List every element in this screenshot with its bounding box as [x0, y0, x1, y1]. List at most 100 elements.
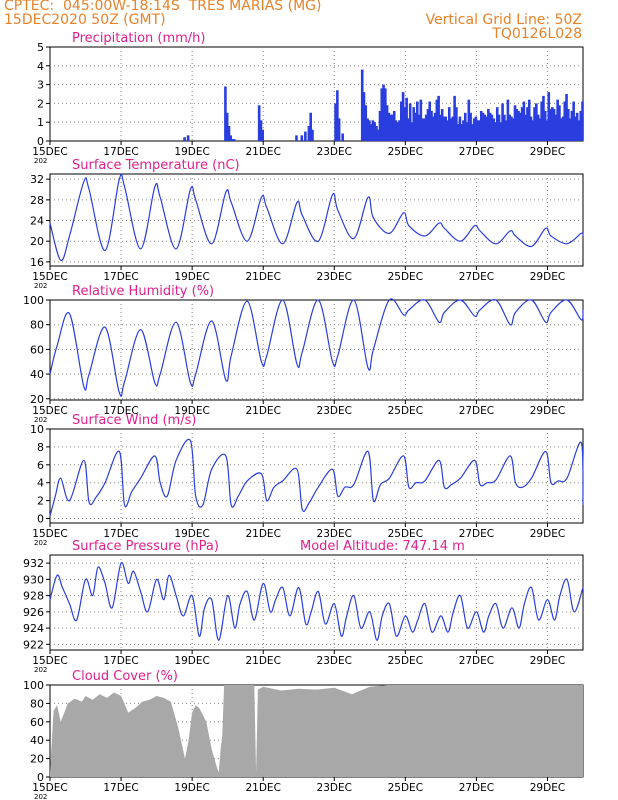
precip-bar	[526, 107, 529, 141]
y-tick-label: 100	[23, 294, 44, 307]
precip-bar	[567, 109, 570, 141]
precip-bar	[488, 112, 492, 141]
panel-title: Surface Pressure (hPa)	[72, 539, 219, 554]
x-tick-label: 23DEC	[317, 271, 352, 283]
x-tick-label: 15DEC	[32, 655, 67, 667]
precip-bar	[403, 107, 407, 141]
precip-bar	[508, 114, 511, 141]
precip-bar	[414, 112, 417, 141]
y-tick-label: 80	[30, 319, 44, 332]
x-tick-label: 23DEC	[317, 782, 352, 794]
y-tick-label: 20	[30, 393, 44, 406]
precip-bar	[444, 116, 448, 141]
x-tick-label: 17DEC	[103, 782, 138, 794]
x-tick-label: 25DEC	[388, 655, 423, 667]
precip-bar	[366, 118, 369, 141]
precip-bar	[449, 118, 453, 141]
y-tick-label: 930	[23, 573, 44, 586]
panel-temp	[46, 173, 584, 270]
x-tick-label: 17DEC	[103, 146, 138, 158]
precip-bar	[471, 124, 474, 141]
x-tick-label: 29DEC	[530, 528, 565, 540]
x-tick-label: 25DEC	[388, 782, 423, 794]
panel-rh	[46, 298, 584, 404]
precip-bar	[572, 101, 575, 141]
precip-bar	[556, 99, 559, 141]
model-altitude-label: Model Altitude: 747.14 m	[300, 539, 465, 554]
precip-bar	[261, 129, 265, 141]
y-tick-label: 80	[30, 697, 44, 710]
y-tick-label: 0	[37, 135, 44, 148]
x-tick-label: 15DEC	[32, 405, 67, 417]
precip-bar	[490, 114, 494, 141]
precip-bar	[401, 92, 405, 141]
precip-bar	[545, 120, 549, 141]
precip-bar	[369, 124, 373, 141]
y-tick-label: 1	[37, 116, 44, 129]
precip-bar	[186, 135, 190, 141]
panel-title: Precipitation (mm/h)	[72, 31, 205, 46]
precip-bar	[499, 122, 503, 141]
precip-bar	[227, 125, 231, 141]
precip-bar	[415, 101, 419, 141]
precip-bar	[447, 107, 451, 141]
x-tick-label: 27DEC	[459, 405, 494, 417]
y-tick-label: 60	[30, 716, 44, 729]
x-tick-label: 19DEC	[174, 528, 209, 540]
y-tick-label: 28	[30, 194, 44, 207]
precip-bar	[225, 112, 229, 141]
series-line-wind	[49, 438, 584, 516]
precip-bar	[511, 118, 515, 141]
precip-bar	[437, 95, 440, 141]
precip-bar	[561, 116, 565, 141]
y-tick-label: 20	[30, 753, 44, 766]
series-line-pres	[49, 562, 584, 641]
precip-bar	[334, 103, 337, 141]
x-year-label: 202	[34, 666, 47, 674]
precip-bar	[408, 103, 412, 141]
precip-bar	[520, 107, 524, 141]
x-tick-label: 17DEC	[103, 405, 138, 417]
precip-bar	[424, 114, 428, 141]
x-tick-label: 29DEC	[530, 655, 565, 667]
x-year-label: 202	[34, 282, 47, 290]
precip-bar	[495, 107, 499, 141]
precip-bar	[224, 86, 227, 141]
x-tick-label: 19DEC	[174, 146, 209, 158]
y-tick-label: 40	[30, 368, 44, 381]
x-tick-label: 25DEC	[388, 405, 423, 417]
x-tick-label: 21DEC	[245, 782, 280, 794]
y-tick-label: 4	[37, 60, 44, 73]
precip-bar	[551, 107, 554, 141]
y-tick-label: 5	[37, 41, 44, 54]
precip-bar	[400, 101, 403, 141]
precip-bar	[517, 110, 520, 141]
x-tick-label: 27DEC	[459, 528, 494, 540]
precip-bar	[481, 112, 485, 141]
precip-bar	[389, 114, 392, 141]
panel-title: Surface Temperature (nC)	[72, 158, 240, 173]
plot-frame	[49, 173, 584, 267]
x-tick-label: 21DEC	[245, 655, 280, 667]
precip-bar	[574, 116, 577, 141]
precip-bar	[417, 114, 421, 141]
panel-wind	[46, 428, 584, 527]
precip-bar	[311, 129, 314, 141]
precip-bar	[382, 84, 385, 141]
precip-bar	[360, 69, 364, 141]
precip-bar	[440, 109, 444, 141]
precip-bar	[364, 105, 368, 141]
y-tick-label: 6	[37, 459, 44, 472]
precip-bar	[423, 118, 426, 141]
precip-bar	[538, 118, 542, 141]
y-tick-label: 10	[30, 423, 44, 436]
precip-bar	[469, 112, 472, 141]
precip-bar	[430, 110, 433, 141]
x-tick-label: 17DEC	[103, 271, 138, 283]
precip-bar	[462, 120, 465, 141]
precip-bar	[479, 110, 483, 141]
y-tick-label: 3	[37, 79, 44, 92]
precip-bar	[519, 112, 522, 141]
precip-bar	[559, 118, 563, 141]
